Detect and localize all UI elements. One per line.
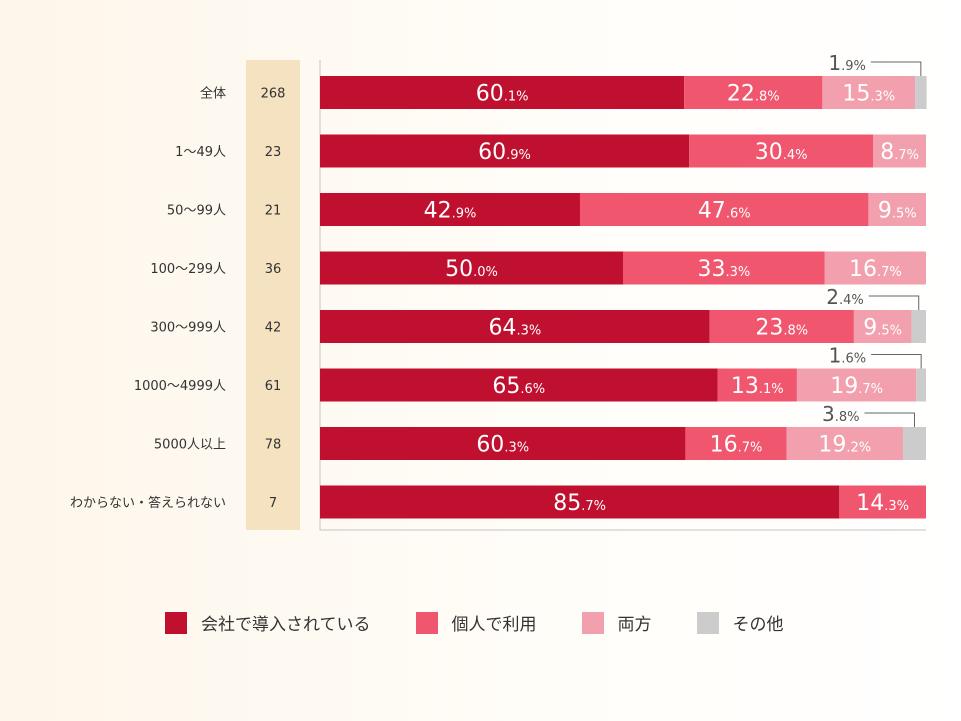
data-label-other: 1.6% <box>829 344 867 368</box>
bar-segment-company <box>320 368 718 402</box>
data-label-personal: 30.4% <box>755 140 808 165</box>
bar-segment-other <box>902 427 926 460</box>
data-label-personal: 23.8% <box>755 316 808 341</box>
bar-segment-personal <box>579 193 869 226</box>
category-label: 1〜49人 <box>175 145 226 160</box>
bar-segment-company <box>320 427 686 460</box>
bar-segment-other <box>915 76 927 109</box>
legend-item-company: 会社で導入されている <box>165 610 371 635</box>
category-label: 1000〜4999人 <box>134 379 226 394</box>
legend-swatch-personal <box>415 611 438 634</box>
category-label: 100〜299人 <box>150 262 226 277</box>
count-label: 268 <box>261 87 286 102</box>
category-label: 50〜99人 <box>167 204 226 219</box>
legend-label-both: 両方 <box>617 615 652 635</box>
data-label-both: 15.3% <box>842 82 895 107</box>
legend-swatch-other <box>696 611 719 634</box>
category-label: 全体 <box>200 86 226 102</box>
data-label-personal: 33.3% <box>698 257 751 282</box>
category-label: わからない・答えられない <box>70 495 226 511</box>
leader-line <box>871 354 922 369</box>
data-label-personal: 14.3% <box>856 491 909 516</box>
legend-item-personal: 個人で利用 <box>415 610 537 635</box>
data-label-company: 50.0% <box>445 257 498 282</box>
bar-segment-company <box>320 251 623 285</box>
bar-segment-company <box>320 134 690 168</box>
data-label-personal: 16.7% <box>710 433 763 458</box>
bar-segment-personal <box>685 427 787 460</box>
bar-segment-company <box>320 485 840 519</box>
bar-segment-personal <box>623 251 825 285</box>
bar-segment-personal <box>689 134 874 168</box>
count-label: 61 <box>265 379 282 394</box>
bar-segment-personal <box>839 485 926 519</box>
data-label-company: 60.9% <box>478 140 531 165</box>
bar-segment-both <box>796 368 917 402</box>
bar-segment-both <box>786 427 903 460</box>
bar-segment-both <box>822 76 916 109</box>
data-label-personal: 47.6% <box>698 199 751 224</box>
legend-label-personal: 個人で利用 <box>451 615 537 635</box>
data-label-company: 65.6% <box>492 374 545 399</box>
bar-segment-company <box>320 193 580 226</box>
count-label: 21 <box>265 204 282 219</box>
data-label-personal: 22.8% <box>727 82 780 107</box>
legend-item-both: 両方 <box>581 610 652 635</box>
legend-item-other: その他 <box>696 610 784 635</box>
bar-segment-other <box>916 368 926 402</box>
count-label: 36 <box>265 262 282 277</box>
bar-segment-personal <box>709 310 854 343</box>
bar-segment-personal <box>717 368 797 402</box>
data-label-other: 1.9% <box>828 51 866 75</box>
data-label-company: 64.3% <box>488 316 541 341</box>
bar-segment-company <box>320 76 685 109</box>
chart-rows: 全体 268 60.1% 22.8% 15.3% 1.9% 1〜49人 23 60.9% 30.4… <box>70 51 927 519</box>
data-label-company: 42.9% <box>424 199 477 224</box>
count-column-background <box>246 60 300 530</box>
data-label-both: 8.7% <box>880 140 919 165</box>
data-label-other: 3.8% <box>822 402 860 426</box>
data-label-both: 19.7% <box>830 374 883 399</box>
count-label: 7 <box>269 496 277 511</box>
bar-segment-both <box>824 251 926 285</box>
data-label-both: 9.5% <box>878 199 917 224</box>
data-label-company: 60.1% <box>476 82 529 107</box>
data-label-company: 60.3% <box>476 433 529 458</box>
bar-segment-both <box>868 193 926 226</box>
count-label: 42 <box>265 321 282 336</box>
count-label: 23 <box>265 145 282 160</box>
category-label: 300〜999人 <box>150 321 226 336</box>
count-label: 78 <box>265 438 282 453</box>
data-label-both: 9.5% <box>863 316 902 341</box>
bar-segment-both <box>873 134 926 168</box>
legend-swatch-company <box>165 611 187 634</box>
legend-label-company: 会社で導入されている <box>201 615 371 635</box>
bar-segment-personal <box>684 76 823 109</box>
data-label-personal: 13.1% <box>731 374 784 399</box>
leader-line <box>864 412 915 427</box>
bar-segment-other <box>911 310 926 343</box>
data-label-both: 19.2% <box>818 433 871 458</box>
leader-line <box>868 295 920 310</box>
legend-label-other: その他 <box>732 615 784 635</box>
data-label-company: 85.7% <box>553 491 606 516</box>
bar-segment-both <box>853 310 912 343</box>
legend: 会社で導入されている 個人で利用 両方 その他 <box>165 610 829 635</box>
legend-swatch-both <box>581 611 604 634</box>
data-label-other: 2.4% <box>826 285 864 309</box>
leader-line <box>870 61 922 76</box>
bar-segment-company <box>320 310 710 343</box>
category-label: 5000人以上 <box>154 438 226 453</box>
data-label-both: 16.7% <box>849 257 902 282</box>
